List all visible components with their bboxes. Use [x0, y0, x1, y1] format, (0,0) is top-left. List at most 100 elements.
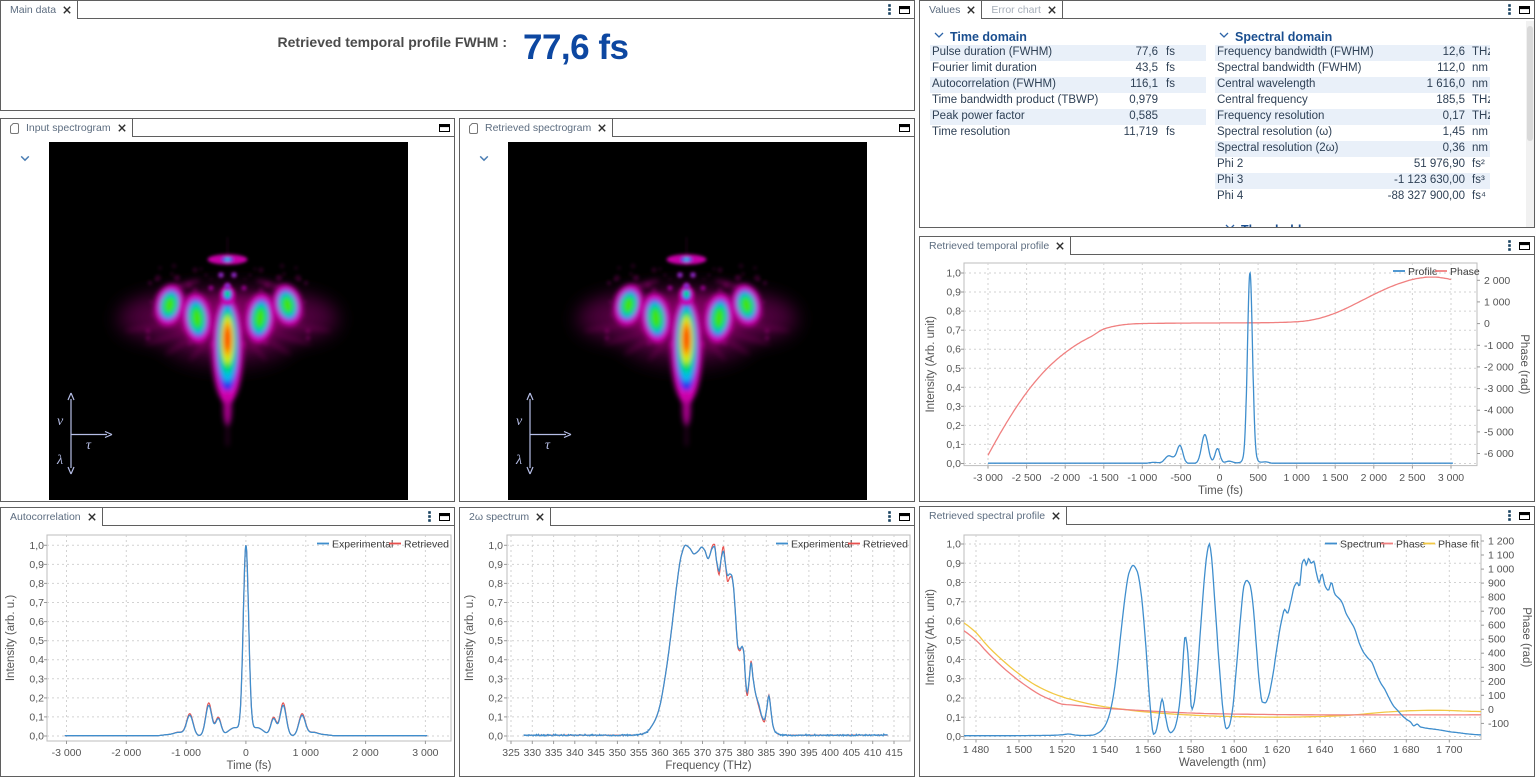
- svg-text:-3 000: -3 000: [973, 472, 1003, 484]
- svg-text:0,9: 0,9: [488, 559, 503, 571]
- svg-text:0,5: 0,5: [946, 635, 961, 647]
- svg-text:0,4: 0,4: [29, 654, 44, 666]
- svg-text:-3 000: -3 000: [1484, 383, 1514, 395]
- svg-text:1,0: 1,0: [488, 540, 503, 552]
- svg-text:τ: τ: [545, 438, 551, 453]
- svg-text:Retrieved: Retrieved: [863, 538, 908, 550]
- svg-text:0,7: 0,7: [946, 325, 961, 337]
- svg-text:395: 395: [800, 747, 818, 759]
- svg-text:400: 400: [1488, 648, 1506, 660]
- svg-text:Frequency (THz): Frequency (THz): [665, 760, 751, 772]
- svg-text:1 000: 1 000: [1284, 472, 1310, 484]
- svg-text:0,0: 0,0: [29, 731, 44, 743]
- svg-text:365: 365: [672, 747, 690, 759]
- svg-text:Phase: Phase: [1396, 538, 1426, 550]
- svg-text:355: 355: [630, 747, 648, 759]
- svg-text:1 000: 1 000: [1488, 564, 1514, 576]
- svg-text:1 660: 1 660: [1350, 744, 1376, 756]
- svg-text:100: 100: [1488, 690, 1506, 702]
- svg-text:0: 0: [1217, 472, 1223, 484]
- svg-text:-500: -500: [1170, 472, 1191, 484]
- svg-text:0,2: 0,2: [488, 692, 503, 704]
- svg-text:λ: λ: [515, 453, 522, 468]
- svg-text:Phase: Phase: [1450, 266, 1480, 278]
- svg-text:0,3: 0,3: [946, 673, 961, 685]
- svg-text:1 600: 1 600: [1221, 744, 1247, 756]
- svg-text:2 000: 2 000: [1361, 472, 1387, 484]
- svg-text:0,2: 0,2: [946, 693, 961, 705]
- svg-text:1 500: 1 500: [1322, 472, 1348, 484]
- svg-text:700: 700: [1488, 606, 1506, 618]
- svg-text:325: 325: [502, 747, 520, 759]
- svg-text:Experimental: Experimental: [332, 538, 393, 550]
- svg-text:0,7: 0,7: [946, 596, 961, 608]
- svg-text:0: 0: [243, 747, 249, 759]
- svg-text:0,3: 0,3: [488, 673, 503, 685]
- svg-text:Intensity (Arb. unit): Intensity (Arb. unit): [925, 316, 937, 413]
- svg-text:Wavelength (nm): Wavelength (nm): [1179, 757, 1266, 769]
- svg-text:500: 500: [1488, 634, 1506, 646]
- svg-text:0,5: 0,5: [29, 635, 44, 647]
- svg-text:-100: -100: [1488, 718, 1509, 730]
- svg-text:2 500: 2 500: [1399, 472, 1425, 484]
- svg-text:0,1: 0,1: [488, 711, 503, 723]
- svg-text:-2 000: -2 000: [1484, 361, 1514, 373]
- svg-text:Intensity (Arb. unit): Intensity (Arb. unit): [925, 589, 937, 686]
- svg-text:0,6: 0,6: [488, 616, 503, 628]
- svg-text:1 620: 1 620: [1264, 744, 1290, 756]
- svg-text:-1 500: -1 500: [1089, 472, 1119, 484]
- svg-text:410: 410: [864, 747, 882, 759]
- svg-text:0,0: 0,0: [946, 458, 961, 470]
- svg-text:335: 335: [545, 747, 563, 759]
- svg-text:1 200: 1 200: [1488, 536, 1514, 548]
- svg-text:405: 405: [843, 747, 861, 759]
- svg-text:Time (fs): Time (fs): [1198, 485, 1243, 497]
- svg-text:Profile: Profile: [1408, 266, 1438, 278]
- svg-text:340: 340: [566, 747, 584, 759]
- svg-text:-5 000: -5 000: [1484, 426, 1514, 438]
- svg-text:-1 000: -1 000: [1484, 340, 1514, 352]
- svg-text:0,3: 0,3: [946, 401, 961, 413]
- svg-text:0,9: 0,9: [946, 287, 961, 299]
- svg-text:1 640: 1 640: [1307, 744, 1333, 756]
- svg-text:1 540: 1 540: [1092, 744, 1118, 756]
- svg-text:Retrieved: Retrieved: [404, 538, 449, 550]
- svg-text:Experimental: Experimental: [791, 538, 852, 550]
- svg-text:0,5: 0,5: [488, 635, 503, 647]
- svg-text:800: 800: [1488, 592, 1506, 604]
- svg-text:380: 380: [736, 747, 754, 759]
- svg-text:0,7: 0,7: [488, 597, 503, 609]
- svg-text:Intensity (arb. u.): Intensity (arb. u.): [464, 595, 476, 681]
- svg-text:ν: ν: [516, 414, 523, 429]
- svg-text:0,7: 0,7: [29, 597, 44, 609]
- svg-text:1 580: 1 580: [1178, 744, 1204, 756]
- svg-text:-1 000: -1 000: [171, 747, 201, 759]
- svg-text:400: 400: [821, 747, 839, 759]
- svg-text:Phase (rad): Phase (rad): [1520, 607, 1532, 667]
- svg-text:1 000: 1 000: [1484, 296, 1510, 308]
- svg-text:3 000: 3 000: [412, 747, 438, 759]
- svg-text:0,2: 0,2: [946, 420, 961, 432]
- svg-text:Spectrum: Spectrum: [1340, 538, 1385, 550]
- svg-text:900: 900: [1488, 578, 1506, 590]
- svg-text:0,8: 0,8: [29, 578, 44, 590]
- svg-text:0,3: 0,3: [29, 673, 44, 685]
- svg-text:-2 000: -2 000: [111, 747, 141, 759]
- svg-text:0,8: 0,8: [946, 306, 961, 318]
- svg-text:0,1: 0,1: [946, 439, 961, 451]
- svg-text:2 000: 2 000: [1484, 275, 1510, 287]
- svg-text:-3 000: -3 000: [52, 747, 82, 759]
- svg-text:0,6: 0,6: [946, 344, 961, 356]
- svg-text:1 480: 1 480: [963, 744, 989, 756]
- svg-text:0,4: 0,4: [488, 654, 503, 666]
- svg-text:0,6: 0,6: [29, 616, 44, 628]
- svg-text:500: 500: [1249, 472, 1267, 484]
- svg-text:360: 360: [651, 747, 669, 759]
- svg-text:λ: λ: [56, 453, 63, 468]
- svg-text:0: 0: [1488, 704, 1494, 716]
- svg-text:1 000: 1 000: [293, 747, 319, 759]
- svg-text:0,8: 0,8: [946, 577, 961, 589]
- svg-text:0: 0: [1484, 318, 1490, 330]
- svg-text:300: 300: [1488, 662, 1506, 674]
- svg-text:0,2: 0,2: [29, 692, 44, 704]
